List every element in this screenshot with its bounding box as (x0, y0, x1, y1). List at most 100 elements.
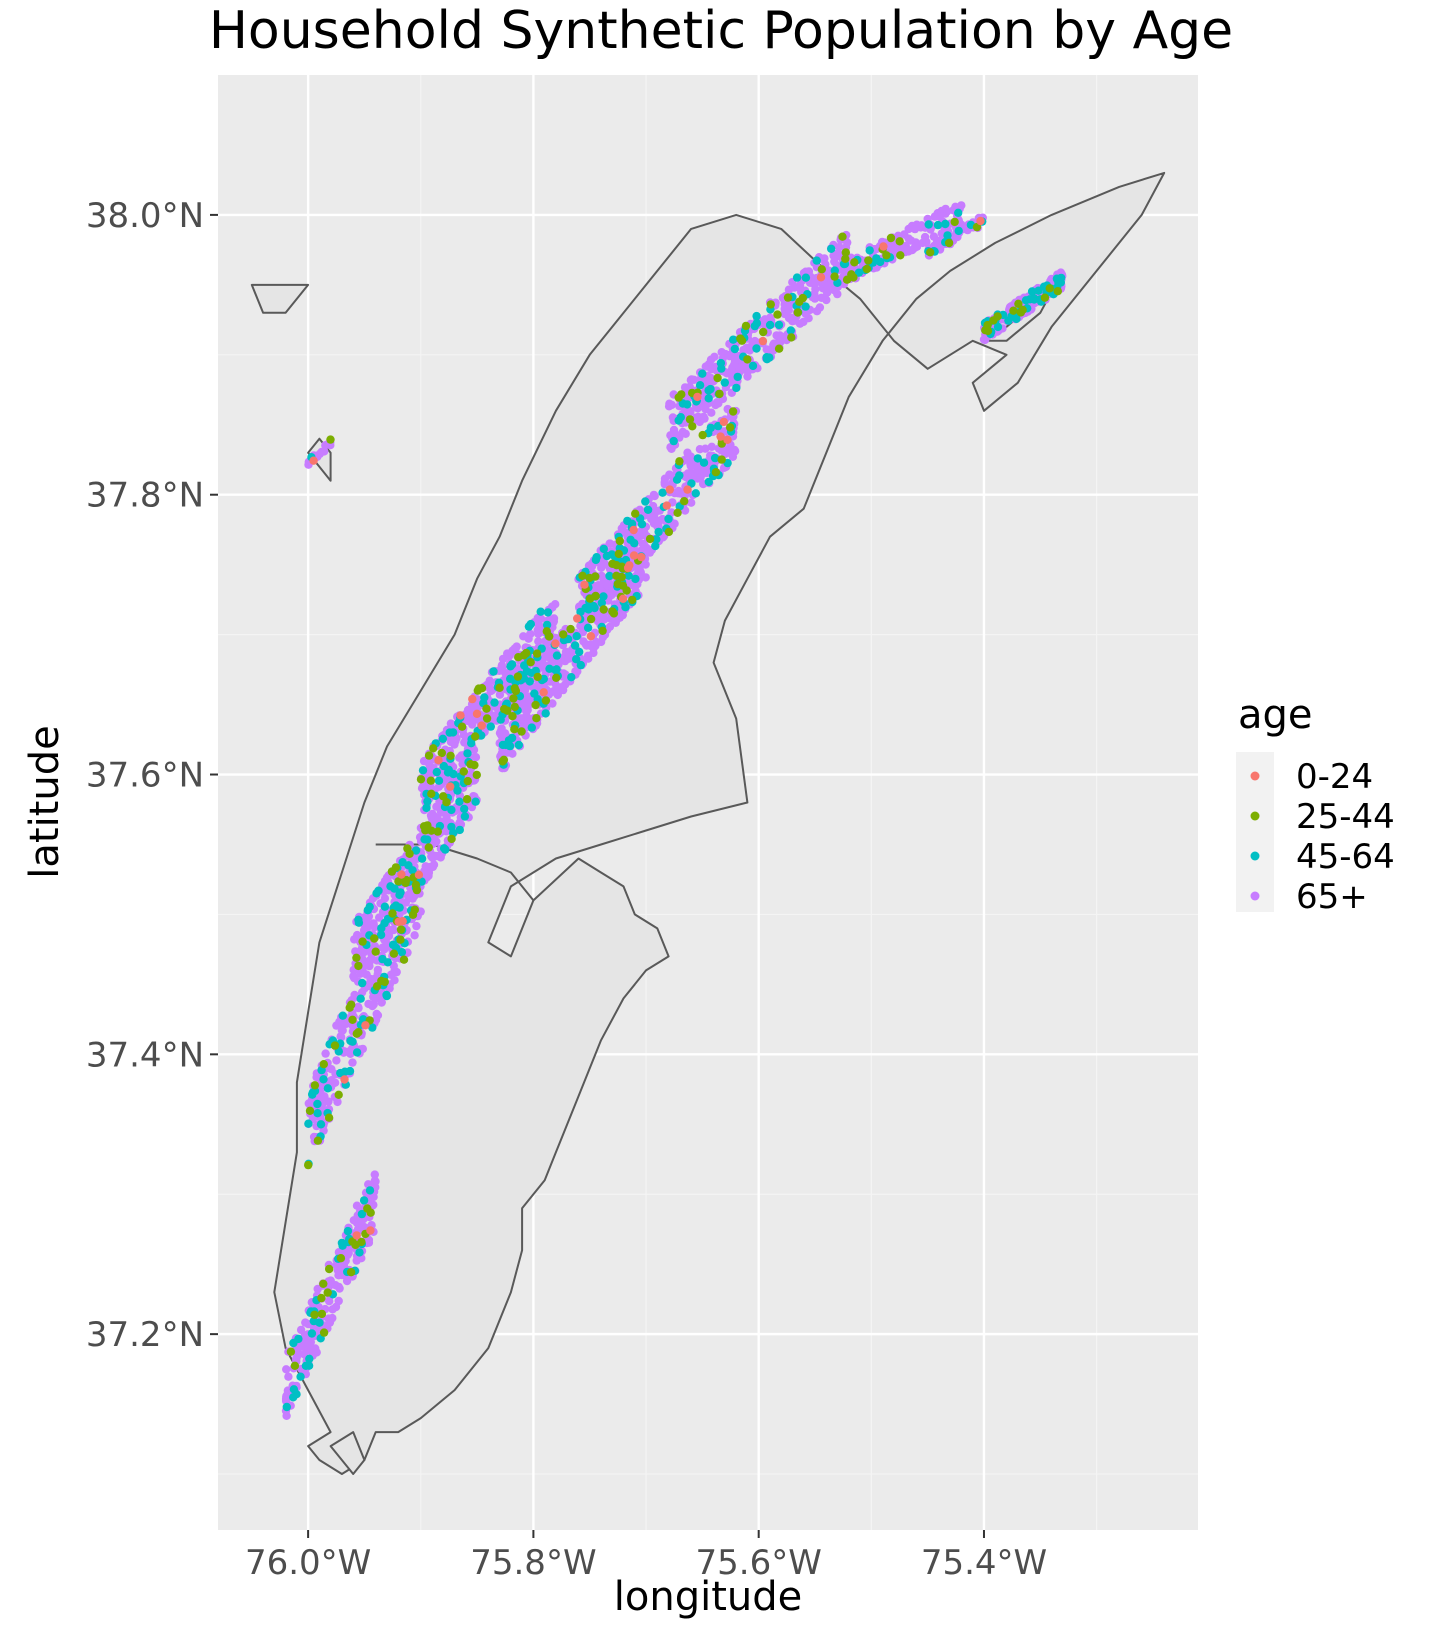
data-point-65+ (326, 1276, 335, 1285)
data-point-65+ (594, 581, 603, 590)
data-point-65+ (498, 654, 508, 664)
data-point-25-44 (352, 1029, 361, 1038)
data-point-0-24 (551, 639, 560, 648)
data-point-65+ (471, 753, 481, 762)
data-point-65+ (533, 613, 542, 623)
data-point-65+ (293, 1345, 302, 1355)
data-point-0-24 (665, 485, 674, 494)
data-point-65+ (426, 811, 436, 820)
data-point-0-24 (580, 580, 589, 589)
data-point-25-44 (526, 658, 535, 667)
data-point-65+ (315, 449, 324, 459)
data-point-25-44 (286, 1347, 296, 1356)
data-point-25-44 (675, 457, 684, 466)
data-point-65+ (700, 414, 709, 423)
data-point-45-64 (354, 915, 363, 924)
data-point-45-64 (872, 254, 881, 263)
data-point-25-44 (612, 571, 621, 580)
data-point-65+ (369, 1000, 378, 1009)
y-tick-label: 37.2°N (86, 1315, 204, 1355)
data-point-65+ (589, 643, 598, 653)
data-point-45-64 (717, 364, 726, 373)
data-point-0-24 (352, 1231, 361, 1240)
data-point-45-64 (954, 208, 963, 217)
outline-peninsula (273, 171, 1166, 1475)
data-point-45-64 (372, 889, 381, 898)
data-point-45-64 (801, 302, 810, 311)
data-point-25-44 (983, 320, 992, 330)
data-point-65+ (693, 404, 702, 413)
data-point-25-44 (396, 925, 406, 934)
data-point-65+ (605, 578, 614, 588)
data-point-65+ (352, 1256, 361, 1265)
data-point-45-64 (599, 544, 608, 554)
data-point-45-64 (304, 1361, 314, 1370)
data-point-25-44 (787, 333, 796, 342)
data-point-45-64 (307, 1329, 317, 1338)
data-point-65+ (380, 876, 390, 886)
legend-label: 65+ (1296, 877, 1368, 917)
data-point-65+ (647, 514, 656, 524)
data-point-65+ (790, 283, 799, 292)
data-point-45-64 (316, 1120, 326, 1129)
data-point-25-44 (715, 389, 724, 399)
data-point-65+ (410, 931, 419, 940)
data-point-25-44 (426, 776, 436, 785)
data-point-25-44 (305, 1106, 315, 1116)
data-point-45-64 (396, 888, 405, 897)
data-point-25-44 (741, 321, 751, 331)
data-point-45-64 (380, 902, 390, 911)
data-point-45-64 (305, 1354, 314, 1364)
data-point-25-44 (317, 1293, 326, 1303)
data-point-45-64 (733, 372, 742, 382)
data-point-25-44 (944, 238, 954, 248)
data-point-65+ (941, 204, 950, 214)
data-point-65+ (686, 452, 695, 461)
data-point-25-44 (466, 760, 475, 769)
data-point-45-64 (599, 592, 608, 601)
data-point-45-64 (693, 454, 702, 463)
data-point-0-24 (637, 552, 646, 562)
data-point-0-24 (586, 632, 596, 641)
data-point-45-64 (954, 226, 963, 236)
y-axis-title: latitude (22, 725, 68, 878)
data-point-25-44 (793, 308, 802, 317)
data-point-45-64 (355, 1248, 364, 1257)
data-point-65+ (390, 966, 399, 975)
data-point-25-44 (348, 1237, 357, 1246)
data-point-0-24 (879, 242, 888, 251)
data-point-25-44 (838, 232, 847, 241)
data-point-45-64 (294, 1334, 303, 1344)
data-point-25-44 (336, 1254, 346, 1263)
data-point-25-44 (830, 272, 839, 281)
data-point-25-44 (388, 909, 397, 918)
data-point-65+ (636, 568, 645, 577)
data-point-25-44 (389, 949, 399, 958)
data-point-25-44 (631, 509, 640, 518)
data-point-0-24 (662, 501, 671, 510)
data-point-0-24 (629, 551, 639, 560)
y-tick-label: 37.6°N (86, 756, 204, 796)
data-point-65+ (799, 317, 808, 327)
data-point-45-64 (348, 1037, 357, 1046)
data-point-25-44 (442, 798, 451, 807)
data-point-25-44 (317, 1309, 327, 1319)
data-point-65+ (615, 613, 625, 622)
data-point-65+ (714, 399, 723, 408)
data-point-65+ (354, 1003, 363, 1013)
data-point-45-64 (607, 550, 617, 559)
data-point-45-64 (432, 767, 441, 777)
data-point-25-44 (673, 508, 682, 517)
data-point-45-64 (704, 386, 713, 395)
data-point-25-44 (370, 934, 379, 943)
legend-label: 45-64 (1296, 837, 1395, 877)
data-point-45-64 (691, 489, 700, 498)
outline-fishermans-island (329, 1431, 366, 1475)
data-point-25-44 (711, 468, 721, 477)
data-point-45-64 (592, 553, 601, 562)
data-point-25-44 (471, 732, 480, 741)
data-point-25-44 (463, 776, 472, 786)
data-point-25-44 (533, 672, 542, 682)
data-point-65+ (378, 943, 387, 952)
data-point-25-44 (598, 626, 607, 635)
